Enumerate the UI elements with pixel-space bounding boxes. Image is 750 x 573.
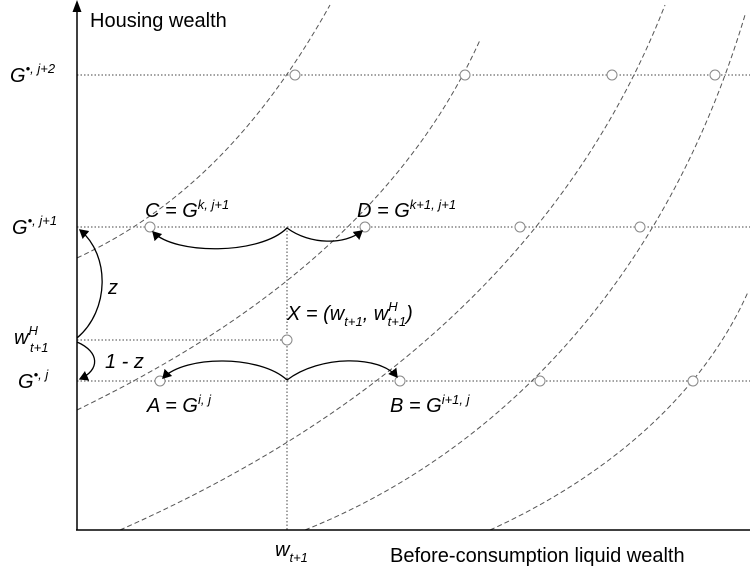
y-label: G•, j (18, 367, 49, 393)
point-label: A = Gi, j (146, 392, 212, 417)
point-label: D = Gk+1, j+1 (357, 197, 456, 222)
x-point-label: wt+1 (275, 539, 308, 565)
y-label: wH t+1 (14, 323, 48, 355)
weight: z (107, 277, 118, 299)
guides (77, 74, 750, 530)
point-label: B = Gi+1, j (390, 392, 471, 417)
arrows (76, 227, 398, 381)
x-point: X = (wt+1, wH t+1) (286, 299, 413, 329)
y-label: G•, j+2 (10, 61, 56, 87)
intersections (144, 69, 721, 387)
point-label: C = Gk, j+1 (145, 197, 229, 222)
y-axis-label: Housing wealth (90, 10, 227, 32)
y-label: G•, j+1 (12, 213, 57, 239)
weight: 1 - z (105, 351, 144, 373)
curves (76, 4, 749, 531)
x-axis-label: Before-consumption liquid wealth (390, 545, 685, 567)
